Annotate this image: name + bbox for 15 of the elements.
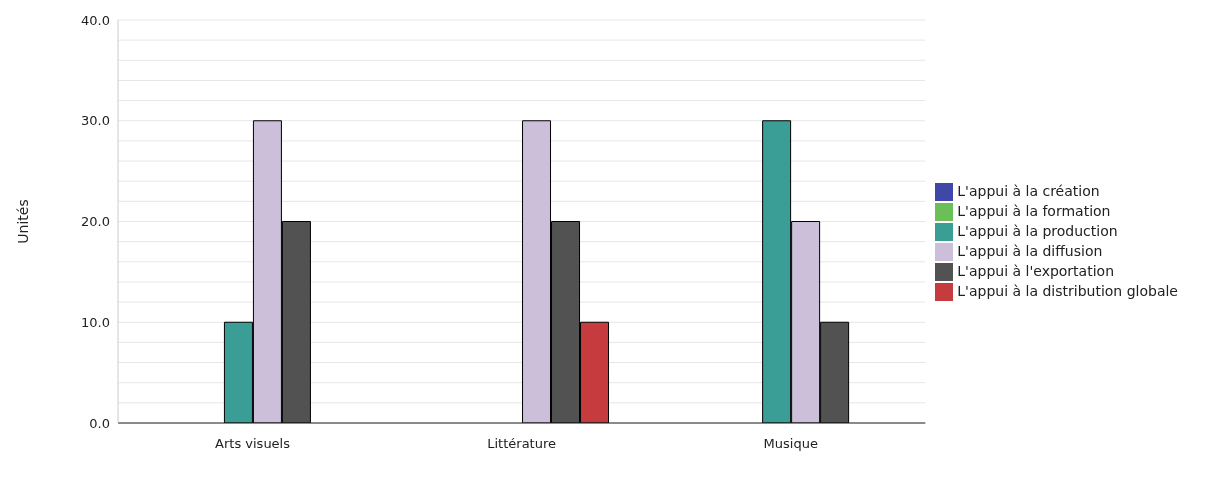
- legend-label: L'appui à la diffusion: [957, 242, 1103, 259]
- y-axis-title: Unités: [14, 199, 31, 244]
- legend-label: L'appui à l'exportation: [957, 262, 1115, 279]
- x-tick-label: Littérature: [487, 436, 557, 452]
- legend-label: L'appui à la formation: [957, 202, 1111, 219]
- y-tick-label: 20.0: [81, 214, 110, 230]
- x-tick-label: Arts visuels: [215, 436, 291, 452]
- y-tick-label: 40.0: [81, 12, 110, 28]
- legend-label: L'appui à la création: [957, 182, 1100, 199]
- y-tick-label: 10.0: [81, 314, 110, 330]
- legend-label: L'appui à la distribution globale: [957, 282, 1178, 299]
- legend-label: L'appui à la production: [957, 222, 1118, 239]
- y-tick-label: 0.0: [89, 415, 110, 431]
- y-tick-label: 30.0: [81, 113, 110, 129]
- x-tick-label: Musique: [763, 436, 818, 452]
